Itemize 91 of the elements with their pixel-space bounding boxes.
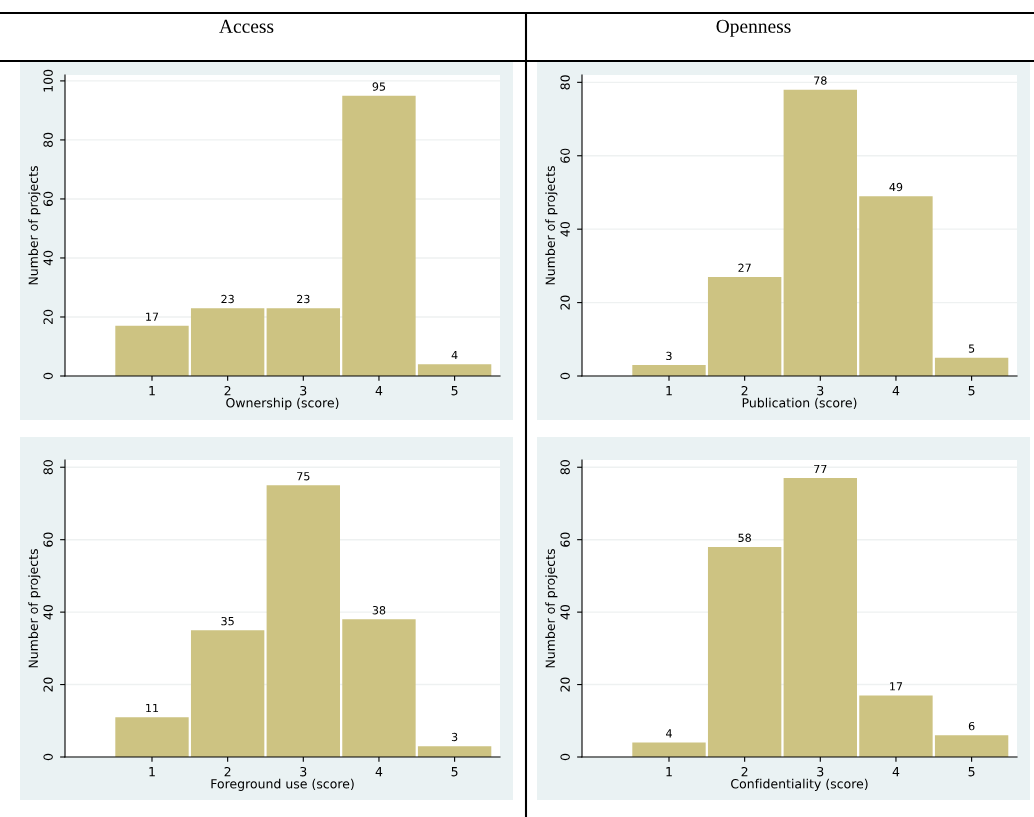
x-tick-label: 2 xyxy=(224,385,231,396)
x-tick-label: 2 xyxy=(741,385,748,396)
bar xyxy=(934,735,1009,757)
y-tick-label: 0 xyxy=(43,372,53,380)
bar xyxy=(632,364,706,376)
data-label: 75 xyxy=(297,472,310,481)
y-tick-label: 100 xyxy=(43,69,53,92)
bar xyxy=(266,485,340,757)
y-tick-label: 40 xyxy=(43,250,53,266)
y-tick-label: 20 xyxy=(43,677,53,692)
data-label: 38 xyxy=(372,606,386,615)
bar xyxy=(115,325,189,376)
bar xyxy=(417,364,492,376)
y-tick-label: 20 xyxy=(43,309,53,325)
x-tick-label: 3 xyxy=(300,766,307,777)
x-tick-label: 4 xyxy=(892,386,900,396)
y-tick-label: 80 xyxy=(560,460,570,475)
x-tick-label: 3 xyxy=(817,385,824,396)
x-tick-label: 2 xyxy=(741,766,748,777)
bar xyxy=(707,276,782,376)
x-axis-title: Publication (score) xyxy=(742,397,857,409)
y-tick-label: 60 xyxy=(560,148,570,163)
bar xyxy=(859,196,933,376)
x-axis-title: Ownership (score) xyxy=(226,397,339,410)
bar xyxy=(632,742,706,757)
x-tick-label: 5 xyxy=(968,386,975,396)
y-tick-label: 80 xyxy=(43,132,53,148)
data-label: 5 xyxy=(968,344,975,353)
data-label: 95 xyxy=(372,82,386,91)
data-label: 77 xyxy=(814,464,827,474)
data-label: 17 xyxy=(890,682,903,691)
data-label: 23 xyxy=(221,294,234,304)
x-axis-title: Foreground use (score) xyxy=(211,778,354,791)
y-tick-label: 40 xyxy=(560,222,570,237)
data-label: 3 xyxy=(666,351,672,361)
x-tick-label: 4 xyxy=(375,386,383,396)
x-tick-label: 3 xyxy=(300,385,307,396)
data-label: 23 xyxy=(297,294,310,304)
x-tick-label: 1 xyxy=(666,386,672,396)
x-tick-label: 4 xyxy=(375,767,383,777)
chart-title: Openness xyxy=(716,19,791,37)
y-axis-title: Number of projects xyxy=(28,166,41,285)
x-tick-label: 2 xyxy=(224,766,231,777)
bar xyxy=(115,717,189,757)
y-tick-label: 60 xyxy=(560,532,570,547)
bar xyxy=(417,746,492,757)
x-tick-label: 5 xyxy=(968,767,975,777)
data-label: 11 xyxy=(146,703,159,713)
y-tick-label: 60 xyxy=(43,532,53,547)
bar xyxy=(783,478,857,757)
x-tick-label: 5 xyxy=(451,386,458,396)
x-tick-label: 1 xyxy=(666,767,672,777)
data-label: 3 xyxy=(451,732,458,742)
y-tick-label: 0 xyxy=(560,372,570,380)
data-label: 58 xyxy=(738,533,751,542)
bar xyxy=(707,546,782,757)
bar xyxy=(934,357,1009,376)
y-tick-label: 80 xyxy=(43,460,53,475)
x-tick-label: 5 xyxy=(451,767,458,777)
x-axis-title: Confidentiality (score) xyxy=(731,778,868,791)
data-label: 6 xyxy=(968,721,975,731)
bar xyxy=(342,619,416,757)
bar xyxy=(342,95,416,376)
y-axis-title: Number of projects xyxy=(28,549,41,668)
bar xyxy=(190,308,265,376)
data-label: 27 xyxy=(738,263,751,272)
data-label: 4 xyxy=(666,729,672,738)
y-tick-label: 20 xyxy=(560,295,570,310)
data-label: 35 xyxy=(221,616,234,626)
data-label: 4 xyxy=(451,351,458,360)
y-tick-label: 0 xyxy=(43,753,53,761)
y-tick-label: 40 xyxy=(43,605,53,620)
bar xyxy=(190,630,265,757)
y-tick-label: 20 xyxy=(560,677,570,692)
y-tick-label: 40 xyxy=(560,605,570,620)
bar xyxy=(859,695,933,757)
data-label: 78 xyxy=(814,76,827,85)
y-axis-title: Number of projects xyxy=(545,549,558,668)
bar xyxy=(783,89,857,376)
bar xyxy=(266,308,340,376)
chart-title: Access xyxy=(219,19,274,33)
y-tick-label: 0 xyxy=(560,753,570,761)
data-label: 49 xyxy=(889,182,903,192)
data-label: 17 xyxy=(146,312,159,321)
x-tick-label: 4 xyxy=(892,767,900,777)
x-tick-label: 3 xyxy=(817,766,824,777)
y-tick-label: 80 xyxy=(560,75,570,90)
x-tick-label: 1 xyxy=(149,767,155,777)
x-tick-label: 1 xyxy=(149,386,155,396)
y-tick-label: 60 xyxy=(43,191,53,207)
y-axis-title: Number of projects xyxy=(545,166,558,285)
